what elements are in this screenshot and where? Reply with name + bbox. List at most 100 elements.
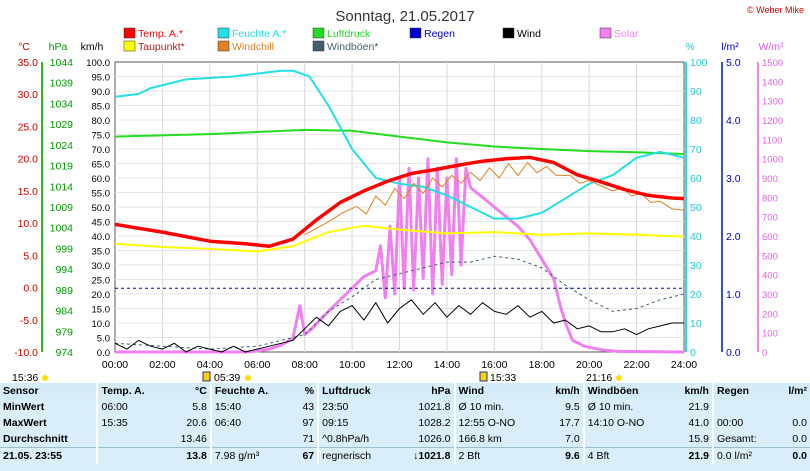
- stats-cell: 71: [302, 433, 315, 445]
- solar-tick-label: 1200: [762, 116, 783, 127]
- wind-tick-label: 15.0: [92, 305, 111, 316]
- x-tick-label: 18:00: [529, 359, 555, 371]
- x-tick-label: 02:00: [149, 359, 175, 371]
- legend-swatch: [123, 40, 136, 52]
- series-luftdruck-line: [114, 128, 685, 155]
- pressure-tick-label: 1034: [50, 98, 74, 110]
- stats-cell: 15:35: [96, 415, 166, 431]
- legend-swatch: [217, 27, 230, 39]
- stats-header-cell: Windböen: [582, 383, 671, 399]
- solar-tick-label: 700: [762, 213, 778, 224]
- wind-tick-label: 95.0: [92, 73, 111, 84]
- moon-icon: [479, 371, 488, 382]
- legend-label: Regen: [424, 28, 455, 40]
- stats-cell: Ø 10 min.: [582, 399, 671, 415]
- stats-cell: 1028.2: [418, 417, 451, 429]
- chart-title: Sonntag, 21.05.2017: [335, 8, 474, 25]
- rain-axis-unit: l/m²: [721, 41, 739, 53]
- pressure-tick-label: 1024: [50, 140, 74, 152]
- solar-tick-label: 1300: [762, 97, 783, 108]
- wind-tick-label: 55.0: [92, 189, 111, 200]
- humidity-tick-label: 80: [690, 115, 702, 127]
- stats-cell: 00:00: [711, 415, 777, 431]
- grid-lines: [115, 62, 684, 352]
- stats-row-label: 21.05. 23:55: [0, 447, 98, 464]
- wind-tick-label: 85.0: [92, 102, 111, 113]
- solar-tick-label: 200: [762, 309, 778, 320]
- x-tick-label: 08:00: [292, 359, 318, 371]
- stats-cell: 09:15: [317, 415, 395, 431]
- stats-cell: 97: [302, 417, 315, 429]
- x-tick-label: 24:00: [671, 359, 697, 371]
- humidity-tick-label: 90: [690, 86, 702, 98]
- stats-cell: ^0.8hPa/h: [317, 431, 395, 448]
- stats-header-cell: km/h: [540, 383, 584, 399]
- stats-cell: 166.8 km: [453, 431, 541, 448]
- wind-tick-label: 70.0: [92, 145, 111, 156]
- legend-swatch: [312, 40, 325, 52]
- stats-cell: 41.0: [688, 417, 709, 429]
- wind-tick-label: 65.0: [92, 160, 111, 171]
- stats-cell: 9.5: [565, 401, 580, 413]
- humidity-tick-label: 50: [690, 202, 702, 214]
- stats-row-label: MinWert: [3, 401, 45, 413]
- stats-row-label: MaxWert: [3, 417, 47, 429]
- stats-header-cell: l/m²: [776, 383, 810, 399]
- stats-cell: 12:55 O-NO: [453, 415, 541, 431]
- x-tick-label: 10:00: [339, 359, 365, 371]
- stats-cell: 5.8: [192, 401, 207, 413]
- series-lines: [114, 69, 685, 354]
- humidity-tick-label: 100: [690, 57, 708, 69]
- stats-cell: [209, 431, 293, 448]
- stats-header-cell: Regen: [711, 383, 777, 399]
- pressure-tick-label: 974: [55, 347, 73, 359]
- wind-tick-label: 50.0: [92, 203, 111, 214]
- wind-tick-label: 80.0: [92, 116, 111, 127]
- solar-tick-label: 1000: [762, 155, 783, 166]
- temp-tick-label: 5.0: [23, 250, 38, 262]
- stats-header-cell: %: [292, 383, 319, 399]
- wind-tick-label: 10.0: [92, 319, 111, 330]
- solar-tick-label: 100: [762, 329, 778, 340]
- humidity-tick-label: 0: [690, 347, 696, 359]
- solar-tick-label: 400: [762, 271, 778, 282]
- stats-header-cell: Sensor: [0, 383, 98, 399]
- x-tick-label: 12:00: [386, 359, 412, 371]
- solar-tick-label: 500: [762, 251, 778, 262]
- stats-cell: 1026.0: [418, 433, 451, 445]
- stats-cell: 43: [302, 401, 315, 413]
- pressure-tick-label: 984: [55, 306, 73, 318]
- stats-row: 21.05. 23:55 13.8 7.98 g/m³ 67 regnerisch ↓10…: [0, 447, 810, 464]
- stats-cell: Gesamt:: [711, 431, 777, 448]
- x-tick-label: 14:00: [434, 359, 460, 371]
- axes: 00:00 02:00 04:00 06:00 08:00 10:00 12:00 14:00…: [14, 41, 784, 371]
- temp-tick-label: 30.0: [18, 89, 39, 101]
- legend-label: Windböen*: [327, 41, 378, 53]
- stats-cell: 0.0: [776, 447, 810, 464]
- stats-cell: 0.0: [792, 417, 807, 429]
- stats-cell: 15.9: [688, 433, 709, 445]
- temp-tick-label: -5.0: [20, 315, 38, 327]
- legend-swatch: [312, 27, 325, 39]
- legend-label: Feuchte A.*: [232, 28, 286, 40]
- wind-tick-label: 0.0: [97, 348, 110, 359]
- legend-label: Solar: [614, 28, 639, 40]
- stats-cell: 21.9: [670, 447, 713, 464]
- stats-cell: 13.46: [180, 433, 207, 445]
- sunset-time: 21:16: [586, 372, 612, 383]
- stats-header-row: Sensor Temp. A. °C Feuchte A.% Luftdruck hPa W…: [0, 383, 810, 399]
- stats-cell: 7.98 g/m³: [209, 447, 293, 464]
- pressure-tick-label: 979: [55, 326, 73, 338]
- stats-cell: [776, 399, 810, 415]
- stats-header-cell: Wind: [453, 383, 541, 399]
- stats-cell: [96, 431, 166, 448]
- pressure-tick-label: 1014: [50, 181, 74, 193]
- solar-tick-label: 1400: [762, 77, 783, 88]
- stats-cell: [582, 431, 671, 448]
- stats-cell: 20.6: [186, 417, 207, 429]
- stats-cell: 13.8: [165, 447, 211, 464]
- wind-tick-label: 100.0: [86, 58, 110, 69]
- series-tempa-line: [114, 155, 685, 249]
- stats-cell: 7.0: [565, 433, 580, 445]
- temp-axis-unit: °C: [18, 41, 30, 53]
